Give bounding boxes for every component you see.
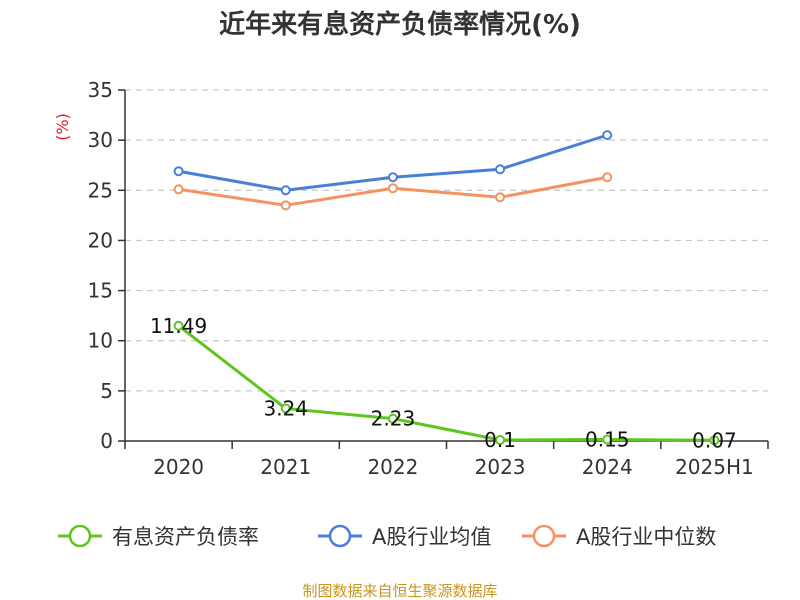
y-tick-label: 35: [88, 78, 113, 102]
data-label: 2.23: [371, 407, 416, 431]
x-tick-label: 2024: [582, 455, 633, 479]
series-lines: [173, 130, 720, 446]
x-tick-label: 2025H1: [675, 455, 754, 479]
legend: 有息资产负债率 A股行业均值 A股行业中位数: [58, 524, 716, 549]
data-labels: 11.49 3.24 2.23 0.1 0.15 0.07: [150, 314, 737, 453]
y-tick-label: 5: [100, 379, 113, 403]
y-tick-label: 20: [88, 228, 113, 252]
y-axis-label: (%): [53, 113, 72, 141]
data-point: [173, 166, 184, 177]
data-point: [495, 434, 506, 445]
data-point: [387, 413, 398, 424]
legend-label: A股行业均值: [372, 525, 491, 549]
data-label: 0.07: [692, 428, 737, 452]
y-tick-label: 25: [88, 178, 113, 202]
data-label: 0.15: [585, 427, 630, 451]
data-label: 0.1: [484, 428, 516, 452]
data-point: [602, 172, 613, 183]
data-point: [602, 434, 613, 445]
legend-label: 有息资产负债率: [112, 525, 259, 549]
data-point: [280, 200, 291, 211]
data-point: [387, 172, 398, 183]
legend-item: 有息资产负债率: [58, 524, 259, 549]
x-tick-label: 2023: [475, 455, 526, 479]
data-point: [495, 164, 506, 175]
data-point: [280, 403, 291, 414]
source-note: 制图数据来自恒生聚源数据库: [302, 582, 497, 600]
data-label: 3.24: [263, 397, 308, 421]
x-tick-label: 2020: [153, 455, 204, 479]
x-tick-label: 2021: [260, 455, 311, 479]
axes: 0 5 10 15 20 25 30 35 2020 2021 2022 2023 2024 2025H1: [88, 78, 769, 479]
legend-swatch-marker: [68, 524, 92, 548]
data-point: [602, 130, 613, 141]
data-point: [387, 183, 398, 194]
data-point: [173, 184, 184, 195]
data-point: [280, 185, 291, 196]
y-tick-label: 30: [88, 128, 113, 152]
y-tick-label: 10: [88, 329, 113, 353]
legend-label: A股行业中位数: [576, 525, 716, 549]
series-line: [177, 324, 715, 442]
data-point: [709, 435, 720, 446]
grid-lines: [125, 89, 768, 392]
y-tick-label: 15: [88, 279, 113, 303]
data-point: [173, 320, 184, 331]
legend-item: A股行业均值: [318, 524, 491, 549]
legend-swatch-marker: [328, 524, 352, 548]
y-tick-label: 0: [100, 429, 113, 453]
data-label: 11.49: [150, 314, 207, 338]
legend-swatch-marker: [532, 524, 556, 548]
data-point: [495, 192, 506, 203]
chart-title: 近年来有息资产负债率情况(%): [219, 9, 581, 40]
x-tick-label: 2022: [367, 455, 418, 479]
legend-item: A股行业中位数: [522, 524, 716, 549]
